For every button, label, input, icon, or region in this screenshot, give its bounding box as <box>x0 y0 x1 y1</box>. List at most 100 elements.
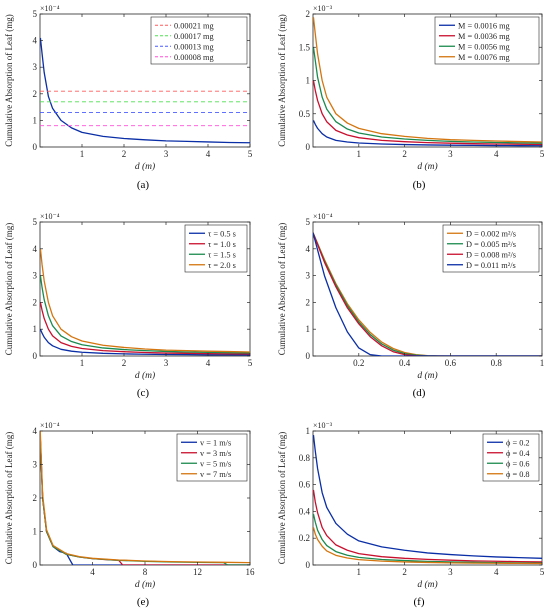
legend-entry: D = 0.008 m²/s <box>466 250 516 259</box>
exponent-label: ×10⁻⁴ <box>40 212 60 221</box>
x-axis-label: d (m) <box>417 370 437 381</box>
panel-label: (d) <box>413 387 426 399</box>
legend-entry: M = 0.0016 mg <box>458 21 510 30</box>
legend-entry: 0.00008 mg <box>174 53 214 62</box>
series-group <box>313 232 542 356</box>
y-tick-label: 0 <box>306 142 311 152</box>
y-tick-label: 0 <box>33 351 38 361</box>
x-tick-label: 3 <box>448 149 453 159</box>
legend-entry: ϕ = 0.4 <box>506 449 530 458</box>
panel-label: (c) <box>137 387 150 399</box>
series-line-3 <box>313 513 542 564</box>
y-tick-label: 0.4 <box>299 506 311 516</box>
x-tick-label: 16 <box>246 567 256 577</box>
y-axis-label: Cumulative Absorption of Leaf (mg) <box>4 223 14 355</box>
exponent-label: ×10⁻³ <box>313 4 333 13</box>
y-tick-label: 5 <box>33 217 38 227</box>
x-tick-label: 1 <box>357 149 362 159</box>
legend-entry: 0.00017 mg <box>174 32 214 41</box>
legend-entry: v = 7 m/s <box>200 470 231 479</box>
panel-label: (e) <box>137 596 150 608</box>
x-tick-label: 5 <box>540 567 545 577</box>
y-axis-label: Cumulative Absorption of Leaf (mg) <box>277 223 287 355</box>
x-axis-label: d (m) <box>417 161 437 172</box>
x-tick-label: 1 <box>80 358 85 368</box>
x-tick-label: 8 <box>143 567 148 577</box>
y-tick-label: 4 <box>33 244 38 254</box>
x-tick-label: 4 <box>90 567 95 577</box>
y-tick-label: 0.8 <box>299 453 311 463</box>
y-tick-label: 1.5 <box>299 42 311 52</box>
y-tick-label: 4 <box>306 244 311 254</box>
series-line-3 <box>40 275 250 354</box>
panel-label: (a) <box>137 179 150 191</box>
chart-panel-6: 1 2 3 4 500.20.40.60.81×10⁻³d (m)Cumulative … <box>277 421 545 608</box>
series-line-3 <box>313 47 542 144</box>
y-tick-label: 0 <box>33 142 38 152</box>
series-group <box>313 17 542 147</box>
x-tick-label: 0.4 <box>399 358 411 368</box>
legend-entry: τ = 1.5 s <box>208 250 236 259</box>
series-line-4 <box>40 431 250 564</box>
y-tick-label: 3 <box>33 62 38 72</box>
exponent-label: ×10⁻⁴ <box>313 212 333 221</box>
y-tick-label: 1 <box>306 426 311 436</box>
legend-entry: 0.00021 mg <box>174 21 214 30</box>
x-axis-label: d (m) <box>135 161 155 172</box>
legend-entry: τ = 0.5 s <box>208 229 236 238</box>
x-tick-label: 0.8 <box>491 358 503 368</box>
x-axis-label: d (m) <box>135 579 155 590</box>
panel-label: (b) <box>413 179 426 191</box>
y-tick-label: 3 <box>33 460 38 470</box>
series-group <box>313 434 542 565</box>
series-line-1 <box>313 120 542 147</box>
x-tick-label: 3 <box>164 149 169 159</box>
series-line-1 <box>40 328 250 356</box>
x-tick-label: 2 <box>402 149 407 159</box>
legend-entry: ϕ = 0.8 <box>506 470 530 479</box>
legend: v = 1 m/s v = 3 m/sv = 5 m/s v = 7 m/s <box>176 433 248 482</box>
legend-entry: M = 0.0076 mg <box>458 53 510 62</box>
series-group <box>40 248 250 356</box>
legend-entry: D = 0.011 m²/s <box>466 261 516 270</box>
y-tick-label: 0.5 <box>299 109 311 119</box>
y-tick-label: 0 <box>33 560 38 570</box>
legend-entry: τ = 2.0 s <box>208 261 236 270</box>
x-tick-label: 4 <box>494 149 499 159</box>
y-tick-label: 0 <box>306 560 311 570</box>
y-tick-label: 1 <box>33 115 38 125</box>
x-tick-label: 4 <box>206 149 211 159</box>
y-tick-label: 1 <box>306 76 311 86</box>
x-axis-label: d (m) <box>417 579 437 590</box>
exponent-label: ×10⁻⁴ <box>40 4 60 13</box>
y-tick-label: 2 <box>33 493 38 503</box>
y-axis-label: Cumulative Absorption of Leaf (mg) <box>4 14 14 146</box>
series-line-1 <box>40 37 250 144</box>
exponent-label: ×10⁻⁴ <box>40 421 60 430</box>
y-tick-label: 5 <box>306 217 311 227</box>
x-tick-label: 2 <box>122 358 127 368</box>
legend-entry: τ = 1.0 s <box>208 240 236 249</box>
x-tick-label: 5 <box>540 149 545 159</box>
exponent-label: ×10⁻³ <box>313 421 333 430</box>
y-tick-label: 0.6 <box>299 480 311 490</box>
y-axis-label: Cumulative Absorption of Leaf (mg) <box>4 432 14 564</box>
x-tick-label: 4 <box>494 567 499 577</box>
y-tick-label: 4 <box>33 36 38 46</box>
legend-entry: ϕ = 0.6 <box>506 459 530 468</box>
series-line-4 <box>40 248 250 353</box>
chart-panel-4: 0.2 0.4 0.6 0.8 1 0 1 2 3 4 5×10⁻⁴ d (m) Cumulative … <box>277 212 544 399</box>
legend: D = 0.002 m²/s D = 0.005 m²/sD = 0.008 m²… <box>442 224 540 273</box>
series-group <box>40 37 250 144</box>
x-tick-label: 2 <box>122 149 127 159</box>
x-tick-label: 0.6 <box>445 358 457 368</box>
series-line-1 <box>313 434 542 559</box>
y-tick-label: 2 <box>306 297 311 307</box>
legend-entry: v = 1 m/s <box>200 438 231 447</box>
y-tick-label: 0 <box>306 351 311 361</box>
legend-entry: ϕ = 0.2 <box>506 438 530 447</box>
